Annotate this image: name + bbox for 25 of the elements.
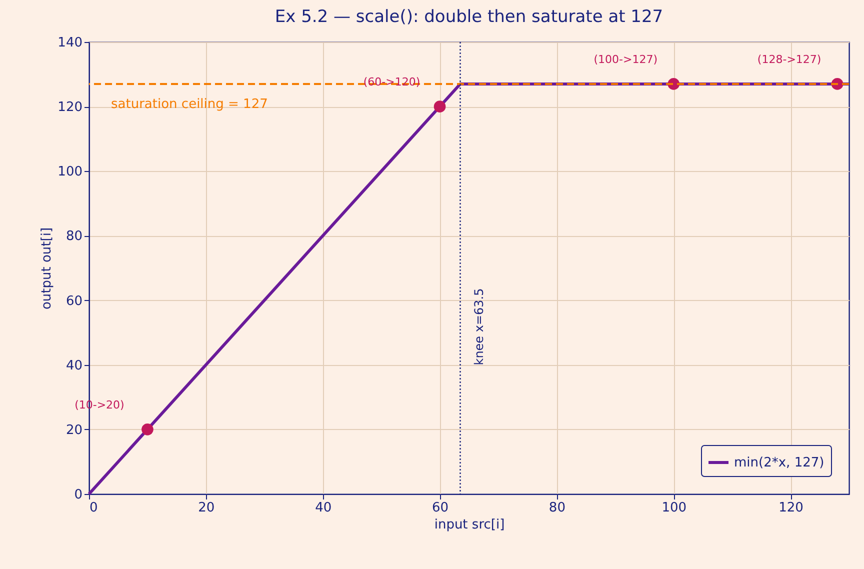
x-tick-label: 40 (315, 500, 332, 516)
y-tick-label: 140 (58, 36, 82, 50)
point (434, 100, 446, 112)
legend-label: min(2*x, 127) (734, 456, 824, 470)
ref-line-label: knee x=63.5 (472, 288, 486, 366)
y-tick-label: 80 (66, 229, 82, 244)
x-tick-label: 60 (432, 500, 449, 516)
y-tick-label: 120 (58, 100, 82, 116)
y-axis-title: output out[i] (40, 227, 55, 310)
y-tick-label: 60 (66, 294, 82, 309)
x-tick-label: 20 (198, 500, 215, 516)
annotation: (100->127) (594, 52, 658, 66)
x-tick-label: 120 (778, 500, 804, 516)
point (142, 424, 154, 436)
y-tick-label: 100 (58, 164, 82, 180)
annotation: (128->127) (757, 52, 822, 66)
y-tick-label: 0 (74, 488, 82, 502)
y-tick-label: 20 (66, 422, 82, 438)
ref-line-label: saturation ceiling = 127 (111, 96, 268, 112)
x-axis-title: input src[i] (434, 518, 505, 532)
x-tick-label: 80 (548, 500, 566, 516)
chart-title: Ex 5.2 — scale(): double then saturate at 127 (274, 7, 664, 27)
x-tick-label: 0 (90, 500, 98, 516)
y-tick-label: 40 (66, 358, 82, 374)
x-tick-label: 100 (662, 500, 687, 516)
